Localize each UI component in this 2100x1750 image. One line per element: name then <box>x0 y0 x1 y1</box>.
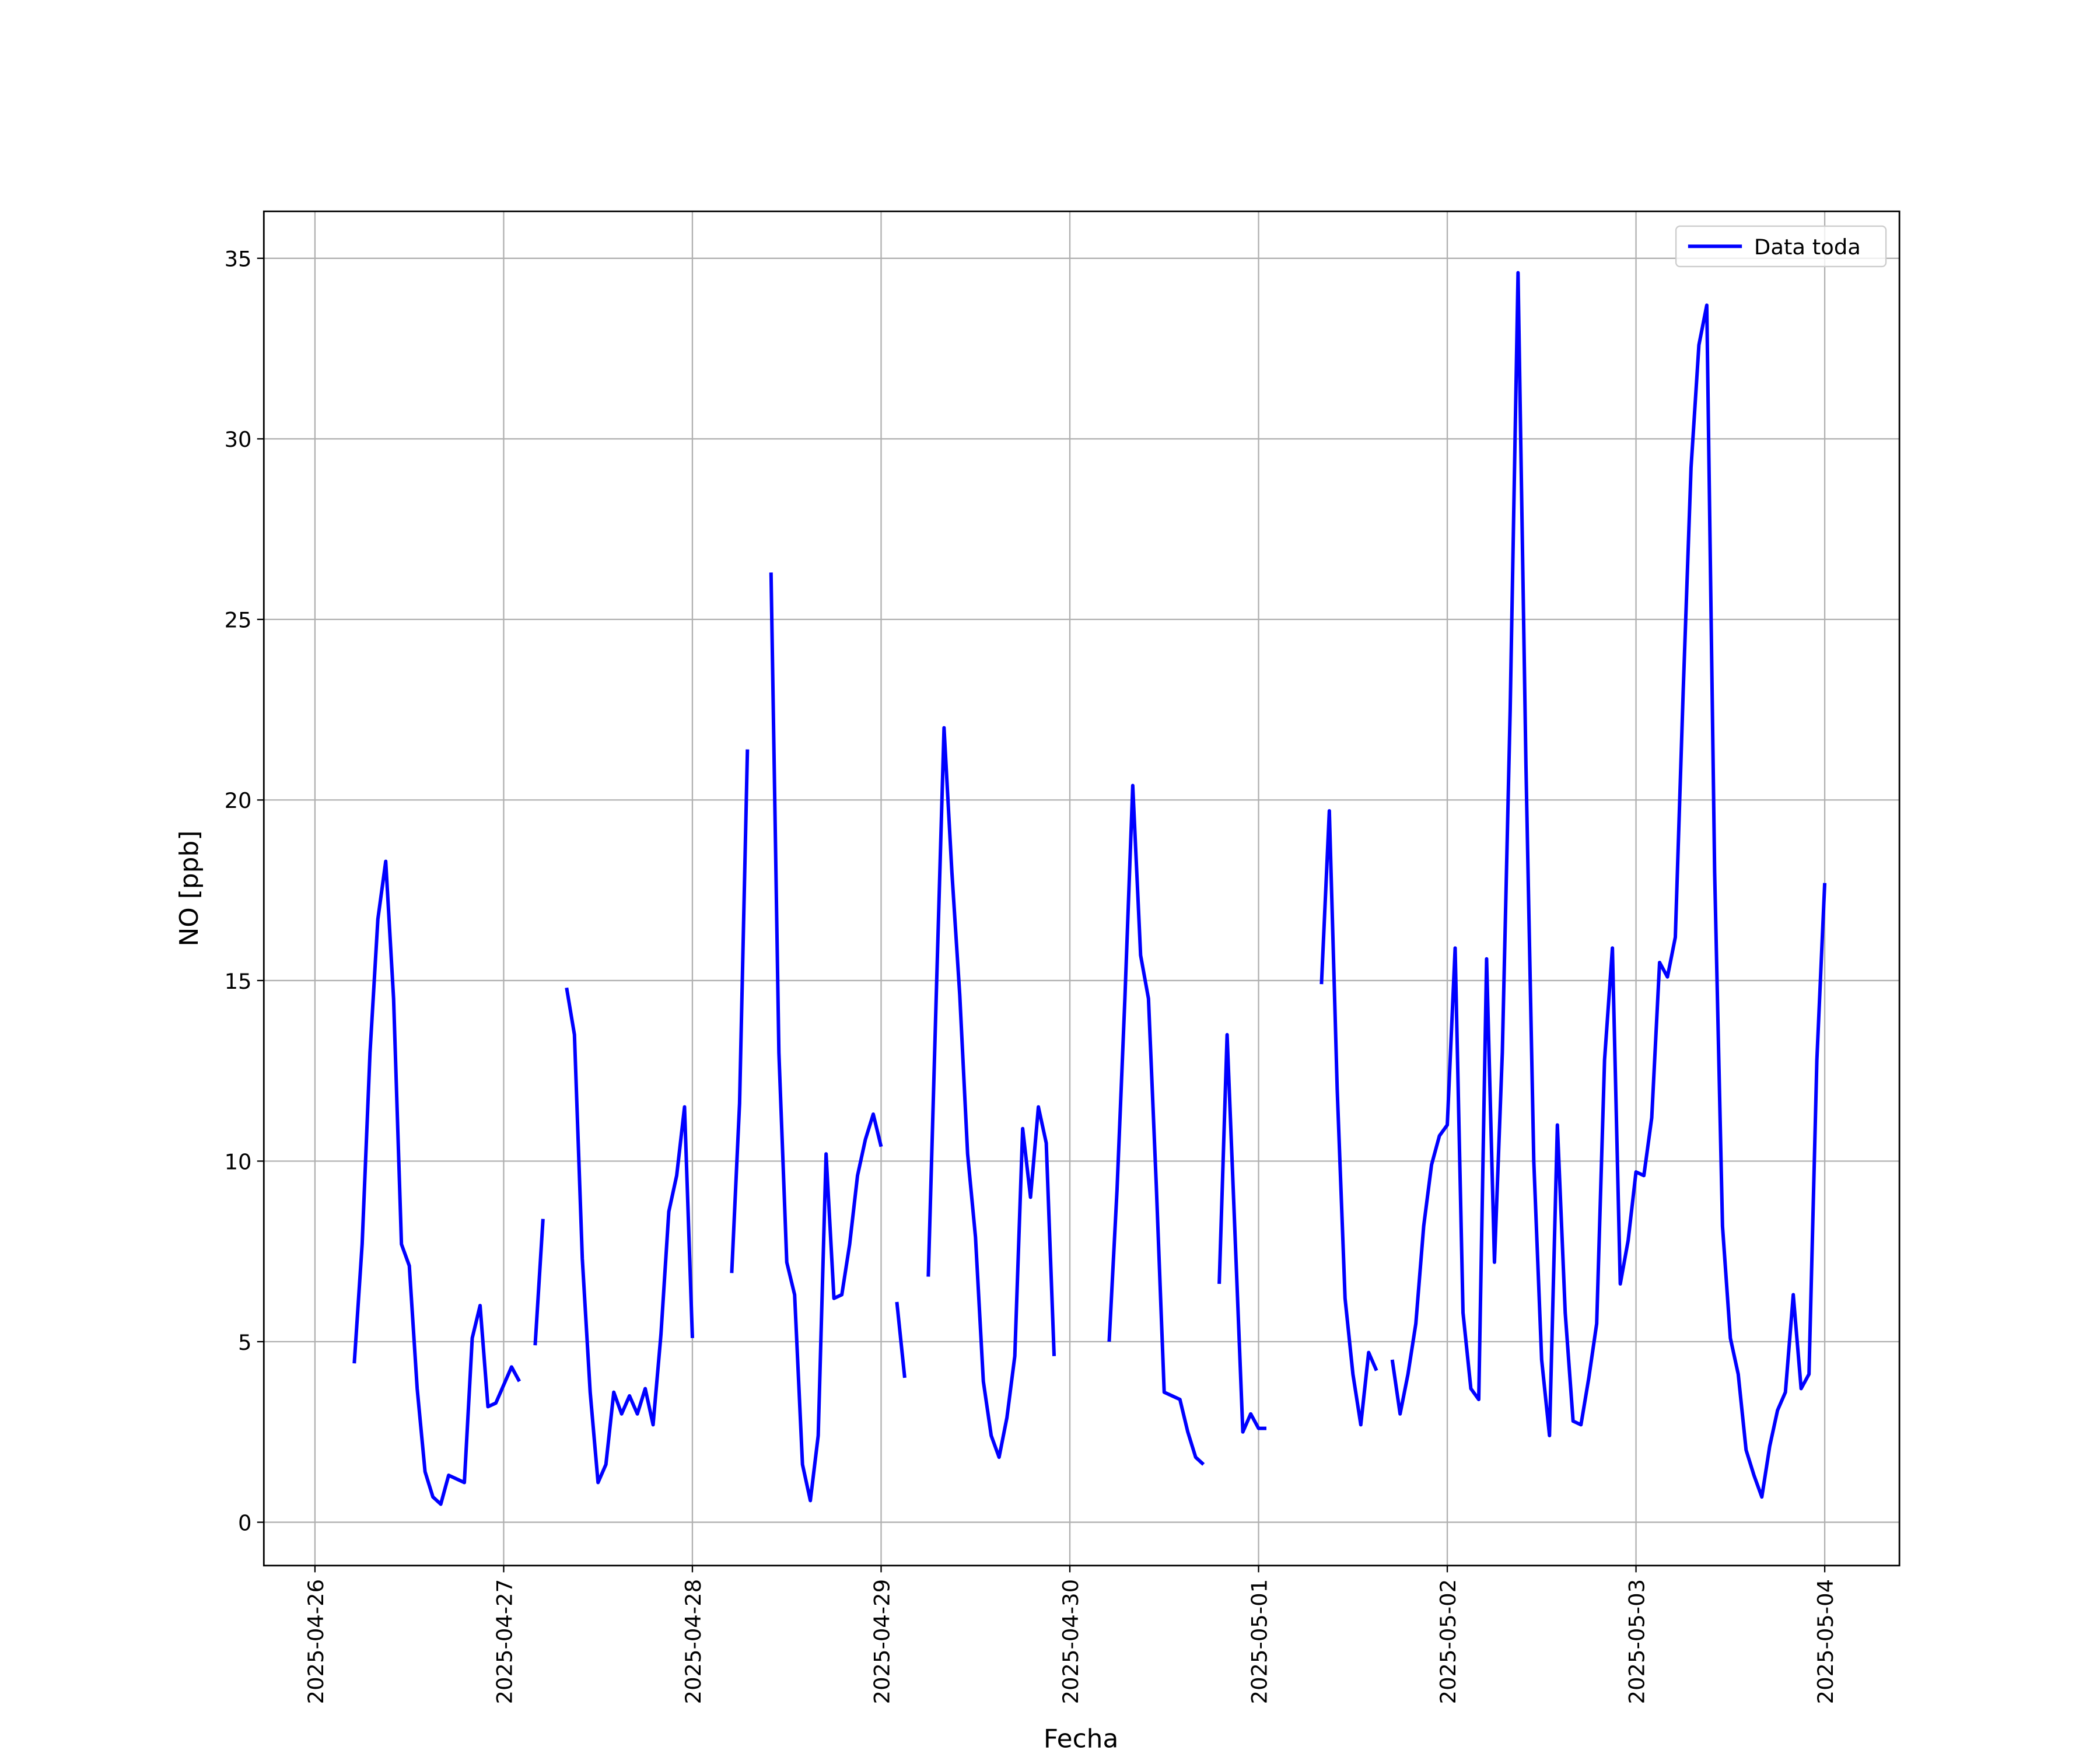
y-axis-label: NO [ppb] <box>174 831 204 947</box>
x-tick-label: 2025-04-30 <box>1058 1579 1083 1704</box>
y-tick-label: 35 <box>225 247 252 272</box>
x-tick-label: 2025-04-26 <box>303 1579 328 1704</box>
axes-frame <box>262 210 1901 1567</box>
x-tick-label: 2025-04-28 <box>681 1579 706 1704</box>
x-tick-label: 2025-05-04 <box>1813 1579 1838 1704</box>
y-tick-label: 10 <box>225 1149 252 1174</box>
x-tick-label: 2025-04-29 <box>869 1579 894 1704</box>
x-tick-label: 2025-04-27 <box>492 1579 517 1704</box>
x-tick-label: 2025-05-01 <box>1247 1579 1272 1704</box>
y-tick-label: 25 <box>225 608 252 633</box>
y-tick-label: 15 <box>225 969 252 994</box>
grid <box>264 211 1900 1566</box>
y-tick-label: 0 <box>238 1510 251 1535</box>
y-tick-label: 30 <box>225 427 252 452</box>
y-tick-label: 20 <box>225 788 252 813</box>
x-tick-label: 2025-05-03 <box>1624 1579 1649 1704</box>
x-tick-label: 2025-05-02 <box>1436 1579 1461 1704</box>
data-line <box>352 271 1827 1506</box>
legend-box <box>1675 225 1887 268</box>
plot-area <box>352 271 1827 1506</box>
x-axis-label: Fecha <box>1044 1724 1119 1750</box>
legend: Data toda <box>1675 225 1887 268</box>
legend-label: Data toda <box>1754 235 1861 260</box>
y-tick-label: 5 <box>238 1330 251 1355</box>
